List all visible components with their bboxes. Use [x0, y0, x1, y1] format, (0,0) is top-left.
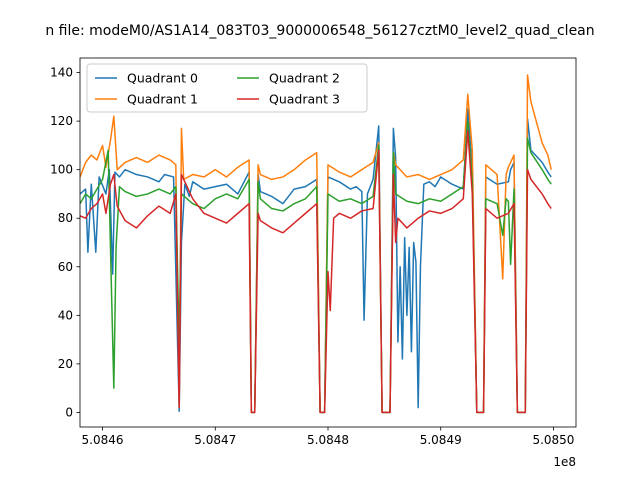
x-axis-offset-label: 1e8	[553, 455, 576, 469]
axes-layer: 5.0846 5.0847 5.0848 5.0849 5.0850 0 20 40 60 80 1…	[50, 57, 577, 447]
series-line-0	[80, 108, 552, 414]
legend-label-2: Quadrant 2	[269, 71, 340, 86]
legend-label-0: Quadrant 0	[127, 71, 198, 86]
series-line-3	[80, 130, 552, 414]
legend-frame	[86, 63, 368, 113]
series-line-1	[80, 74, 552, 414]
series-layer	[80, 74, 552, 414]
y-tick-label-0: 0	[65, 405, 73, 419]
x-tick-label-2: 5.0848	[307, 433, 349, 447]
y-tick-label-4: 80	[58, 211, 73, 225]
x-tick-label-1: 5.0847	[194, 433, 236, 447]
x-tick-label-3: 5.0849	[420, 433, 462, 447]
y-tick-label-5: 100	[50, 163, 73, 177]
chart-legend: Quadrant 0 Quadrant 1 Quadrant 2 Quadrant 3	[86, 63, 368, 113]
x-tick-label-4: 5.0850	[532, 433, 574, 447]
y-tick-label-2: 40	[58, 308, 73, 322]
legend-label-1: Quadrant 1	[127, 92, 198, 107]
series-line-2	[80, 120, 552, 414]
y-tick-label-7: 140	[50, 66, 73, 80]
plot-frame	[79, 57, 577, 428]
legend-label-3: Quadrant 3	[269, 92, 340, 107]
y-tick-label-3: 60	[58, 260, 73, 274]
chart-title: n file: modeM0/AS1A14_083T03_9000006548_…	[45, 23, 594, 39]
x-tick-label-0: 5.0846	[82, 433, 124, 447]
y-tick-label-6: 120	[50, 114, 73, 128]
y-tick-label-1: 20	[58, 357, 73, 371]
